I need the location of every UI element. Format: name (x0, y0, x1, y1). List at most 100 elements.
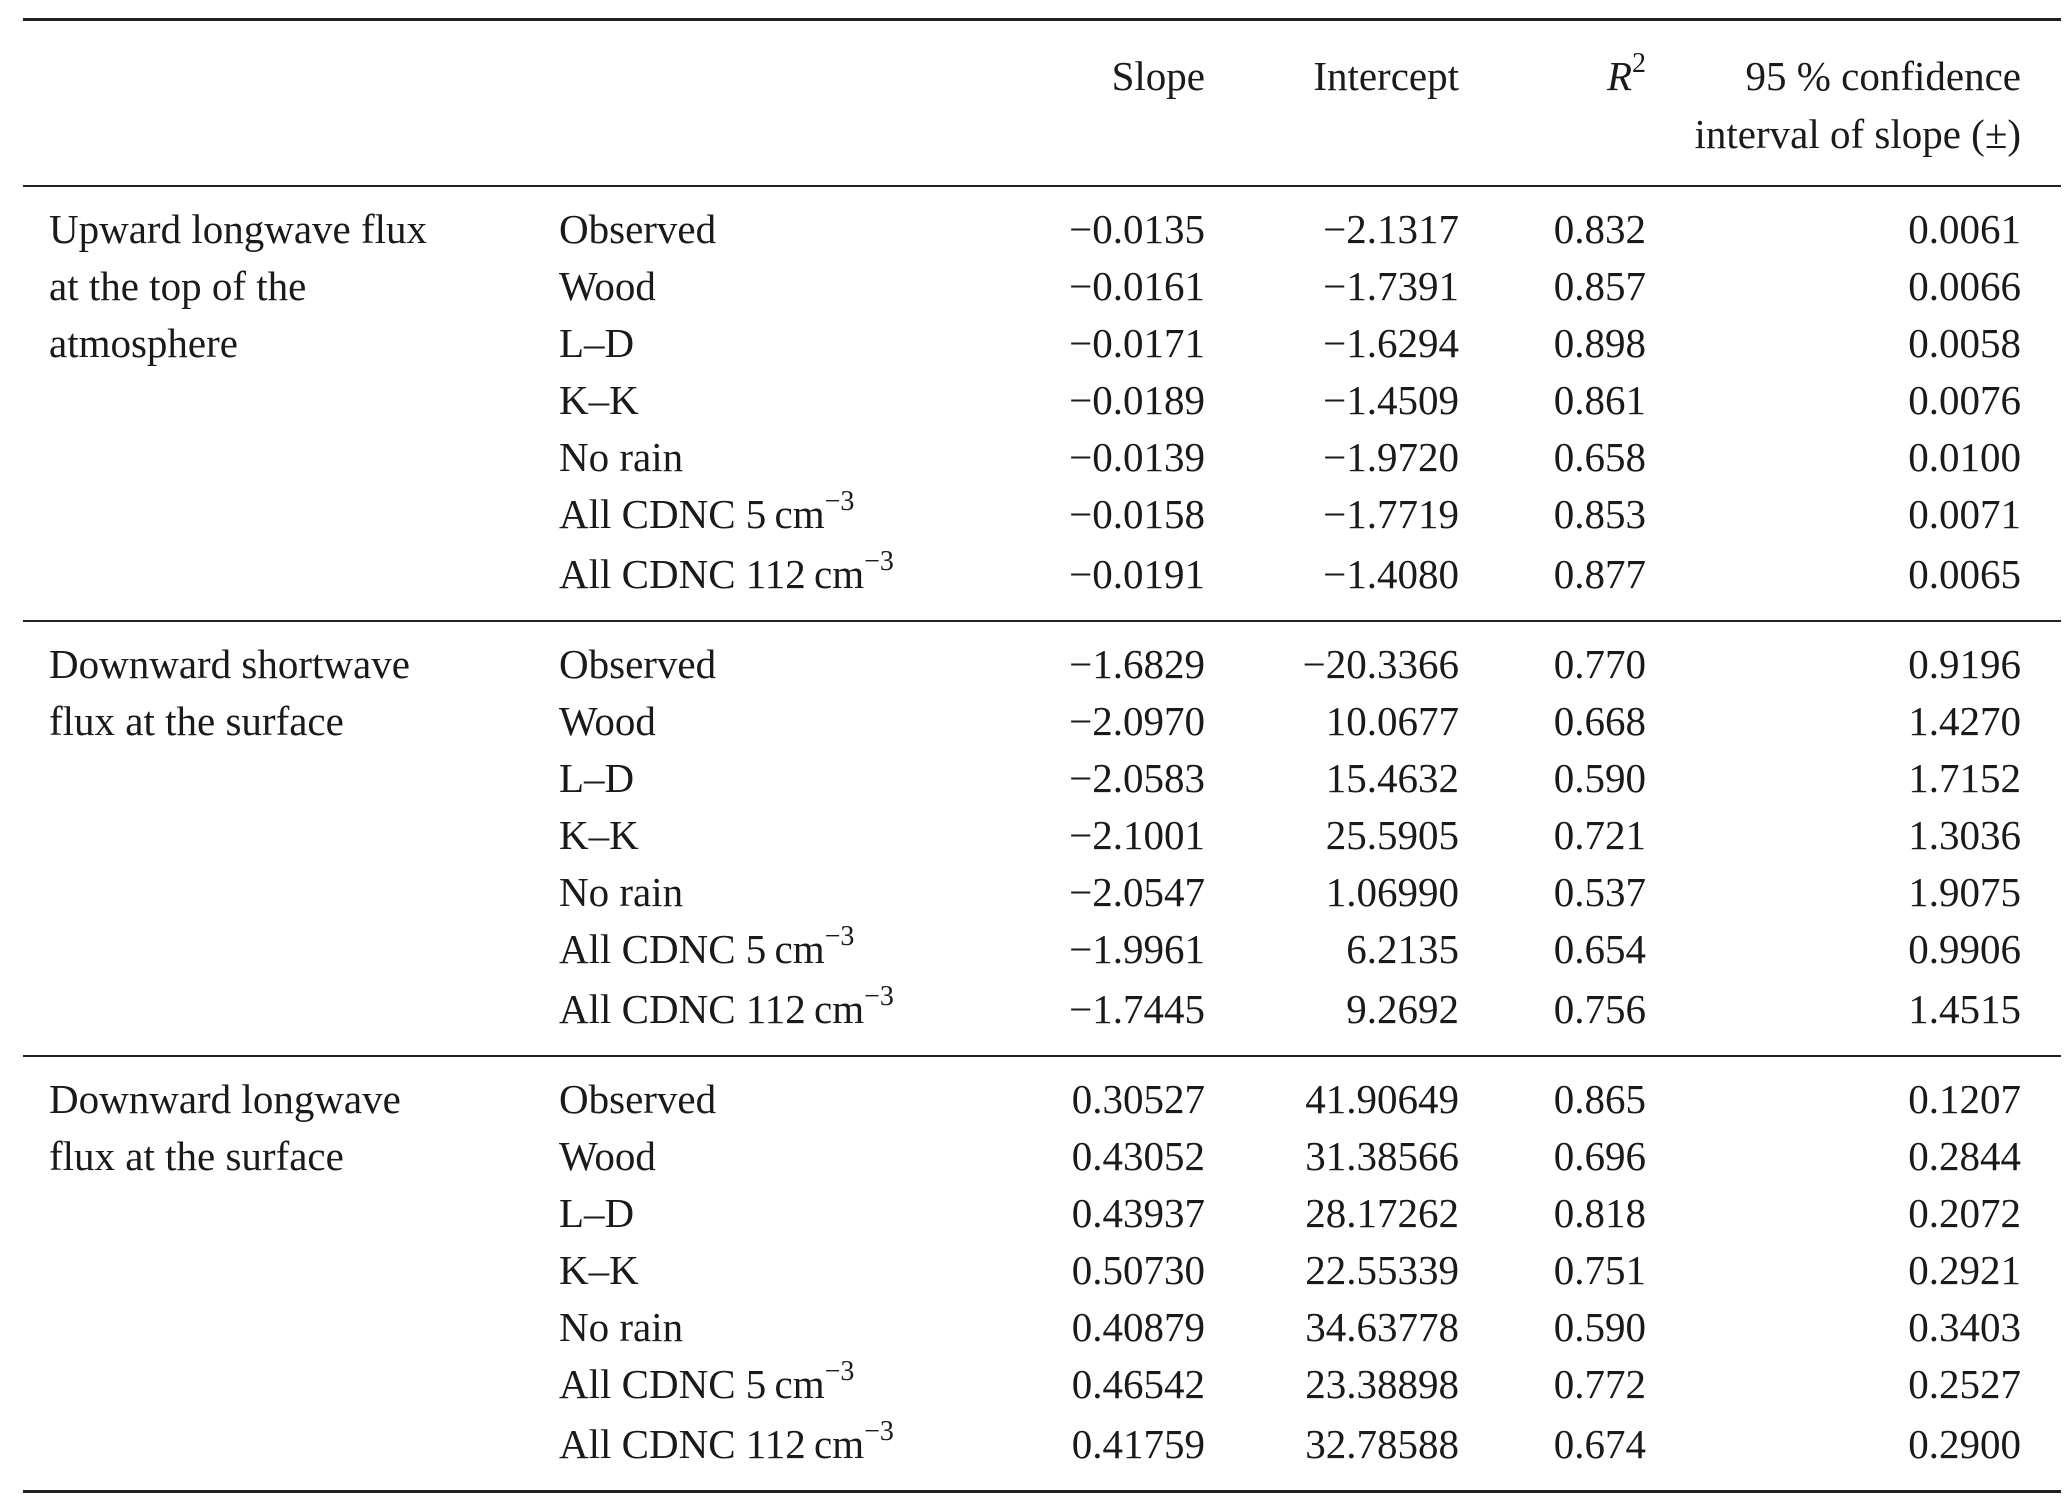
table-group: Upward longwave flux Observed −0.0135 −2.13… (23, 186, 2061, 621)
slope-cell: −0.0191 (1069, 551, 1205, 597)
ci-cell: 0.0058 (1908, 320, 2021, 366)
slope-cell: −2.0583 (1069, 755, 1205, 801)
case-label: Observed (533, 1055, 973, 1128)
intercept-cell: 34.63778 (1305, 1304, 1459, 1350)
slope-cell: −2.0970 (1069, 698, 1205, 744)
unit-base: cm (814, 986, 865, 1032)
ci-cell: 0.0076 (1908, 377, 2021, 423)
intercept-cell: 28.17262 (1305, 1190, 1459, 1236)
slope-cell: 0.40879 (1071, 1304, 1205, 1350)
case-text: No rain (559, 869, 684, 915)
unit-base: cm (774, 491, 825, 537)
r2-cell: 0.674 (1459, 1416, 1646, 1493)
slope-cell: −0.0139 (1069, 434, 1205, 480)
case-text: Wood (559, 263, 656, 309)
case-text: All CDNC 5 (559, 926, 767, 972)
case-text: All CDNC 112 (559, 551, 806, 597)
ci-cell: 0.0061 (1908, 206, 2021, 252)
case-text: L–D (559, 320, 635, 366)
intercept-cell: 15.4632 (1325, 755, 1459, 801)
group-title-line (23, 1416, 533, 1493)
group-title-line: atmosphere (49, 320, 238, 366)
table-row: All CDNC 112 cm−3 −1.7445 9.2692 0.756 1.451… (23, 981, 2061, 1056)
r2-cell: 0.654 (1553, 926, 1646, 972)
header-blank-intercept-2 (1205, 105, 1459, 187)
case-label: L–D (533, 1185, 973, 1242)
ci-cell: 0.2921 (1908, 1247, 2021, 1293)
case-label: Wood (533, 693, 973, 750)
slope-cell: −2.1001 (1069, 812, 1205, 858)
case-label: L–D (533, 315, 973, 372)
r2-cell: 0.696 (1553, 1133, 1646, 1179)
case-text: K–K (559, 377, 639, 423)
r2-cell: 0.857 (1553, 263, 1646, 309)
header-blank-slope-2 (973, 105, 1205, 187)
header-r2: R2 (1459, 18, 1646, 105)
r2-cell: 0.818 (1553, 1190, 1646, 1236)
group-title-line (23, 750, 533, 807)
slope-cell: −2.0547 (1069, 869, 1205, 915)
case-text: All CDNC 5 (559, 1361, 767, 1407)
group-title-line (23, 1185, 533, 1242)
group-title-line (23, 981, 533, 1056)
case-text: K–K (559, 1247, 639, 1293)
header-ci-line1: 95 % confidence (1646, 18, 2061, 105)
r2-cell: 0.770 (1459, 620, 1646, 693)
intercept-cell: −20.3366 (1205, 620, 1459, 693)
table-row: All CDNC 5 cm−3 −1.9961 6.2135 0.654 0.9906 (23, 921, 2061, 981)
regression-table: Slope Intercept R2 95 % confidence inter… (23, 18, 2061, 1493)
case-label: No rain (533, 429, 973, 486)
ci-cell: 0.2844 (1908, 1133, 2021, 1179)
case-label: All CDNC 5 cm−3 (533, 1356, 973, 1416)
group-title-line (23, 921, 533, 981)
case-text: No rain (559, 1304, 684, 1350)
ci-cell: 0.9906 (1908, 926, 2021, 972)
table-row: No rain 0.40879 34.63778 0.590 0.3403 (23, 1299, 2061, 1356)
slope-cell: −0.0189 (1069, 377, 1205, 423)
ci-cell: 1.7152 (1908, 755, 2021, 801)
unit-sup: −3 (864, 981, 894, 1012)
header-blank-group-2 (23, 105, 533, 187)
case-text: Wood (559, 1133, 656, 1179)
intercept-cell: 10.0677 (1325, 698, 1459, 744)
intercept-cell: −1.6294 (1323, 320, 1459, 366)
case-label: All CDNC 5 cm−3 (533, 486, 973, 546)
slope-cell: −0.0171 (1069, 320, 1205, 366)
table-row: No rain −2.0547 1.06990 0.537 1.9075 (23, 864, 2061, 921)
case-text: L–D (559, 755, 635, 801)
r2-cell: 0.590 (1553, 1304, 1646, 1350)
unit-base: cm (774, 1361, 825, 1407)
r2-cell: 0.877 (1553, 551, 1646, 597)
unit-sup: −3 (824, 486, 855, 517)
ci-cell: 0.0066 (1908, 263, 2021, 309)
ci-cell: 1.3036 (1908, 812, 2021, 858)
r2-cell: 0.853 (1553, 491, 1646, 537)
intercept-cell: −1.4080 (1323, 551, 1459, 597)
r2-cell: 0.898 (1553, 320, 1646, 366)
table-row: Downward shortwave Observed −1.6829 −20.336… (23, 620, 2061, 693)
r2-cell: 0.865 (1459, 1055, 1646, 1128)
case-label: No rain (533, 1299, 973, 1356)
slope-cell: −1.9961 (1069, 926, 1205, 972)
case-label: K–K (533, 807, 973, 864)
r2-cell: 0.751 (1553, 1247, 1646, 1293)
case-text: Wood (559, 698, 656, 744)
table-row: K–K −0.0189 −1.4509 0.861 0.0076 (23, 372, 2061, 429)
case-text: Observed (559, 641, 717, 687)
case-label: K–K (533, 372, 973, 429)
intercept-cell: −2.1317 (1323, 206, 1459, 252)
group-title-line (23, 486, 533, 546)
slope-cell: −0.0135 (1069, 206, 1205, 252)
group-title-line (23, 1299, 533, 1356)
unit-base: cm (774, 926, 825, 972)
group-title-line: Downward longwave (23, 1055, 533, 1128)
r2-cell: 0.721 (1553, 812, 1646, 858)
r2-cell: 0.537 (1553, 869, 1646, 915)
slope-cell: −1.7445 (1069, 986, 1205, 1032)
case-text: No rain (559, 434, 684, 480)
r2-cell: 0.861 (1553, 377, 1646, 423)
ci-cell: 0.2072 (1908, 1190, 2021, 1236)
case-label: All CDNC 112 cm−3 (533, 1416, 973, 1493)
header-r2-base: R (1606, 53, 1632, 99)
